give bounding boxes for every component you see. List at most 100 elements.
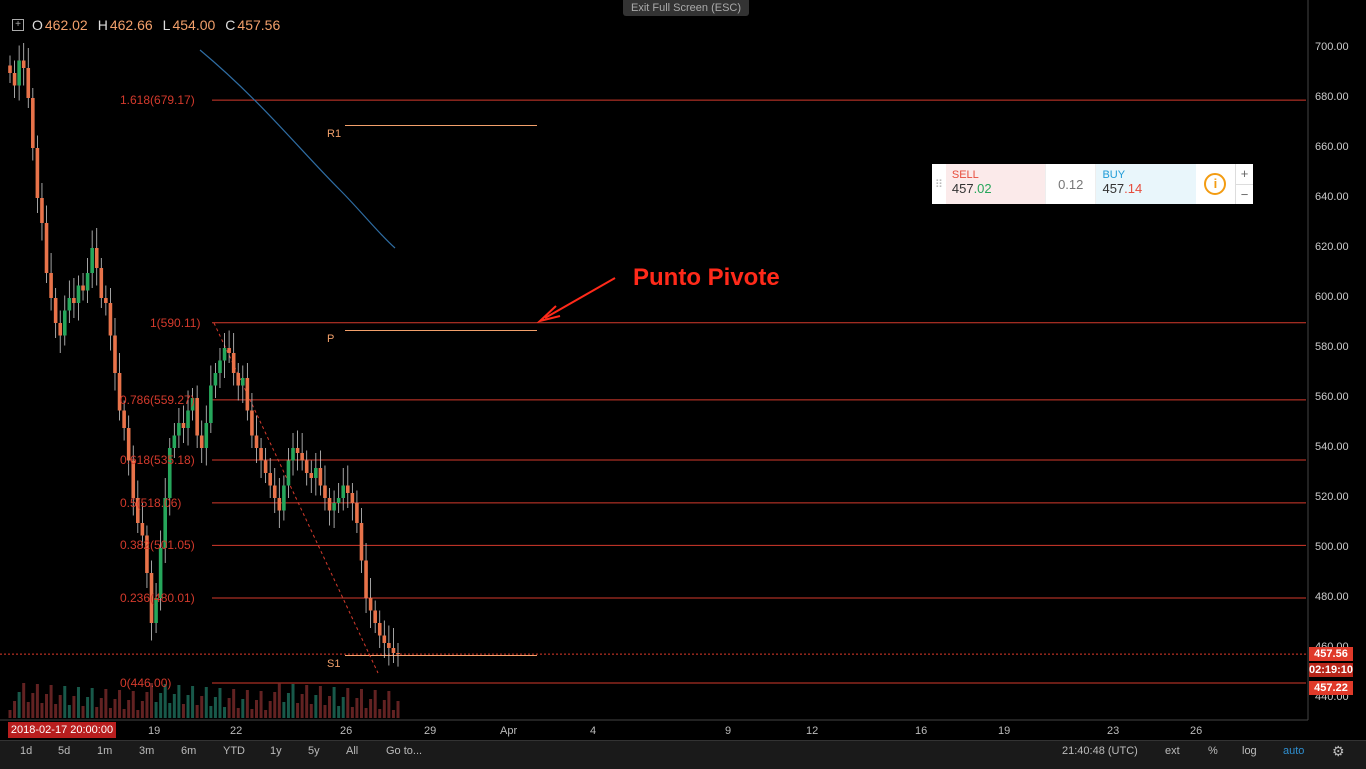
range-1y[interactable]: 1y (270, 745, 282, 757)
candle-body (140, 523, 145, 536)
candle-body (231, 353, 236, 373)
volume-bar (355, 698, 359, 718)
expand-icon[interactable]: + (12, 19, 24, 31)
y-axis-label: 600.00 (1315, 291, 1349, 303)
volume-bar (118, 690, 122, 718)
plus-button[interactable]: + (1236, 164, 1253, 185)
volume-bar (72, 696, 76, 718)
volume-bar (81, 706, 85, 718)
x-axis-label: 26 (340, 725, 353, 737)
open-label: O (32, 17, 43, 33)
range-5d[interactable]: 5d (58, 745, 71, 757)
volume-bar (223, 707, 227, 718)
volume-bar (191, 686, 195, 718)
volume-bar (259, 691, 263, 718)
info-button[interactable]: i (1196, 164, 1236, 204)
fib-level-label: 0.382(501.05) (120, 538, 195, 553)
candle-body (172, 435, 177, 448)
candle-body (158, 548, 163, 598)
volume-bar (232, 689, 236, 718)
candle-body (181, 423, 186, 428)
fib-level-label: 1(590.11) (150, 315, 201, 330)
buy-label: BUY (1102, 169, 1126, 181)
candle-body (336, 498, 341, 503)
y-axis-label: 480.00 (1315, 591, 1349, 603)
minus-button[interactable]: − (1240, 186, 1249, 202)
candle-body (195, 398, 199, 436)
candle-body (350, 493, 355, 503)
pivot-label-r1: R1 (327, 127, 342, 140)
candle-body (53, 298, 58, 323)
buy-price-main: 457 (1102, 181, 1125, 196)
x-axis-label: 23 (1107, 725, 1120, 737)
volume-bar (22, 683, 26, 718)
gear-icon[interactable]: ⚙ (1332, 743, 1345, 759)
candle-body (99, 268, 104, 298)
candle-body (286, 460, 291, 486)
volume-bar (104, 689, 108, 718)
y-axis-label: 660.00 (1315, 141, 1349, 153)
volume-bar (236, 708, 240, 718)
volume-bar (113, 699, 117, 718)
volume-bar (17, 692, 21, 718)
candle-body (81, 285, 85, 291)
auto-toggle[interactable]: auto (1283, 745, 1305, 757)
sell-price-main: 457 (951, 181, 974, 196)
price-chart[interactable] (0, 0, 1366, 740)
candle-body (136, 498, 140, 523)
volume-bar (346, 688, 350, 718)
volume-bar (159, 693, 163, 718)
low-value: 454.00 (172, 17, 216, 33)
candle-body (355, 503, 359, 523)
range-5y[interactable]: 5y (308, 745, 320, 757)
volume-bar (373, 690, 377, 718)
candle-body (122, 410, 126, 428)
volume-bar (67, 705, 71, 718)
range-1d[interactable]: 1d (20, 745, 33, 757)
candle-body (62, 310, 67, 336)
fib-level-label: 0.786(559.27) (120, 392, 195, 407)
candle-body (396, 653, 400, 655)
buy-button[interactable]: BUY 457.14 (1096, 164, 1196, 204)
volume-bar (35, 684, 39, 718)
candle-body (163, 498, 167, 548)
exit-fullscreen-button[interactable]: Exit Full Screen (ESC) (623, 0, 749, 16)
moving-average-line (199, 49, 396, 249)
range-1m[interactable]: 1m (97, 745, 113, 757)
volume-bar (323, 705, 327, 718)
fib-level-label: 0.236(480.01) (120, 590, 195, 605)
goto-button[interactable]: Go to... (386, 745, 423, 757)
log-toggle[interactable]: log (1242, 745, 1257, 757)
candle-body (108, 303, 113, 336)
volume-bar (181, 704, 185, 718)
volume-bar (218, 688, 222, 718)
annotation-punto-pivote[interactable]: Punto Pivote (633, 264, 780, 291)
volume-bar (40, 703, 44, 718)
pivot-label-p: P (327, 332, 335, 345)
candle-body (373, 610, 377, 623)
x-axis-label: Apr (500, 725, 518, 737)
volume-bar (45, 694, 49, 718)
range-all[interactable]: All (346, 745, 359, 757)
percent-toggle[interactable]: % (1208, 745, 1218, 757)
volume-bar (227, 698, 231, 718)
sell-button[interactable]: SELL 457.02 (945, 164, 1045, 204)
volume-bar (90, 688, 94, 718)
candle-body (318, 468, 323, 486)
range-6m[interactable]: 6m (181, 745, 197, 757)
volume-bar (136, 710, 140, 718)
candle-body (177, 423, 181, 436)
range-ytd[interactable]: YTD (223, 745, 245, 757)
x-axis-label: 4 (590, 725, 597, 737)
volume-bar (369, 699, 373, 718)
ext-toggle[interactable]: ext (1165, 745, 1180, 757)
drag-handle-icon[interactable]: ⠿ (934, 178, 943, 191)
candle-body (131, 460, 136, 498)
candle-body (327, 498, 332, 511)
low-label: L (162, 17, 171, 33)
range-3m[interactable]: 3m (139, 745, 155, 757)
candle-body (382, 635, 387, 643)
volume-bar (168, 703, 172, 718)
candle-body (236, 373, 241, 386)
ohlc-legend: + O 462.02 H 462.66 L 454.00 C 457.56 (12, 17, 288, 33)
